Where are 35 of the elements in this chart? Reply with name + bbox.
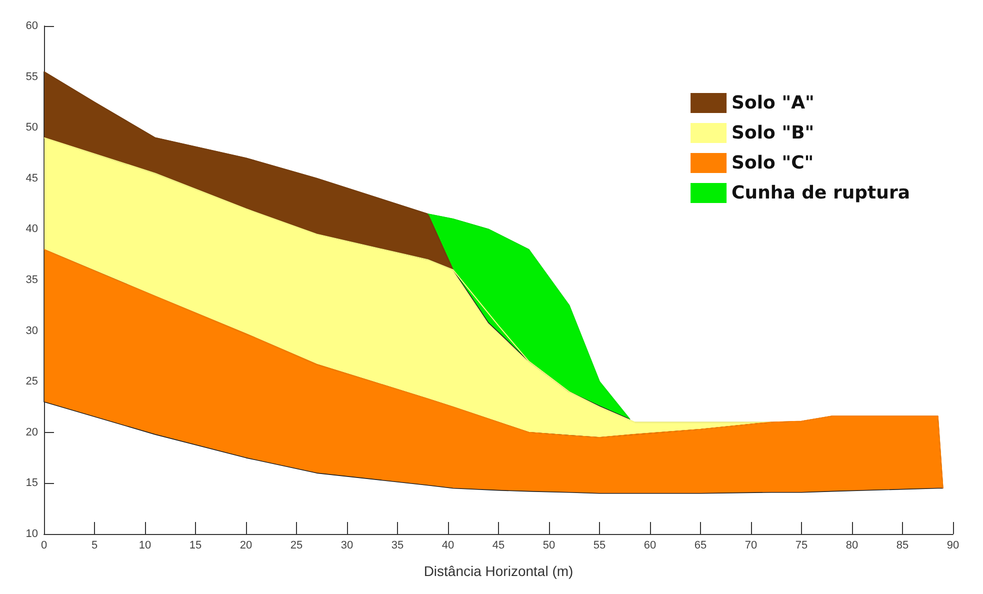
x-tick-label: 90 (946, 540, 960, 552)
legend-label: Solo "A" (732, 92, 814, 114)
x-tick-label: 35 (391, 540, 404, 552)
y-tick-label: 50 (26, 122, 38, 134)
x-tick-label: 0 (40, 540, 48, 552)
x-tick-label: 75 (795, 540, 808, 552)
legend-label: Solo "B" (732, 122, 814, 144)
x-tick-label: 10 (138, 540, 152, 552)
y-tick-label: 40 (26, 223, 38, 236)
y-tick-label: 15 (26, 477, 38, 490)
x-tick-label: 30 (340, 540, 354, 552)
y-tick-label: 35 (26, 274, 38, 286)
y-tick-label: 55 (26, 70, 38, 83)
x-tick-label: 45 (492, 540, 505, 552)
x-tick-label: 60 (644, 540, 656, 552)
y-tick-label: 25 (26, 376, 38, 388)
x-tick-label: 85 (896, 540, 909, 552)
x-axis-title: Distância Horizontal (m) (424, 563, 574, 579)
x-tick-label: 40 (442, 540, 454, 552)
x-tick-label: 70 (744, 540, 758, 552)
x-tick-label: 5 (91, 540, 98, 552)
legend-label: Solo "C" (732, 152, 814, 174)
x-tick-label: 65 (694, 540, 707, 552)
y-tick-label: 20 (26, 426, 38, 438)
x-tick-label: 80 (846, 540, 858, 552)
y-tick-label: 30 (26, 324, 38, 337)
x-tick-label: 25 (290, 540, 303, 552)
x-tick-label: 55 (593, 540, 606, 552)
x-tick-label: 50 (542, 540, 556, 552)
x-tick-label: 20 (240, 540, 252, 552)
y-tick-label: 10 (26, 528, 38, 540)
legend-label: Cunha de ruptura (732, 182, 910, 204)
y-tick-label: 45 (26, 172, 38, 184)
y-tick-label: 60 (26, 20, 38, 32)
x-tick-label: 15 (189, 540, 202, 552)
